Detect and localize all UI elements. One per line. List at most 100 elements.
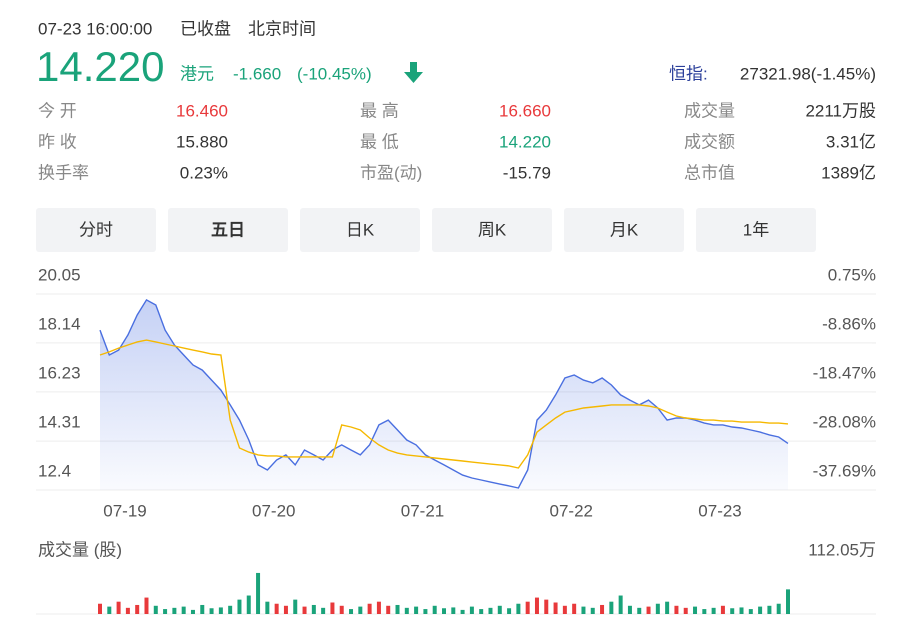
volume-bar bbox=[655, 603, 660, 614]
volume-bar bbox=[758, 606, 763, 614]
volume-bar bbox=[200, 604, 205, 614]
y-tick-label: 12.4 bbox=[38, 461, 71, 480]
volume-bar bbox=[293, 599, 298, 614]
index-label: 恒指: bbox=[669, 64, 708, 83]
y2-tick-label: -8.86% bbox=[822, 314, 876, 333]
x-tick-label: 07-21 bbox=[401, 501, 444, 520]
volume-bar bbox=[562, 605, 567, 614]
volume-bar bbox=[507, 608, 512, 614]
volume-bar bbox=[646, 606, 651, 614]
volume-bar bbox=[256, 572, 261, 614]
tab[interactable] bbox=[168, 208, 288, 252]
tab-label[interactable]: 1年 bbox=[743, 220, 769, 239]
volume-max-label: 112.05万 bbox=[808, 540, 876, 559]
volume-bar bbox=[274, 603, 279, 614]
volume-bar bbox=[107, 606, 112, 614]
tab-label[interactable]: 分时 bbox=[79, 220, 113, 239]
y-tick-label: 14.31 bbox=[38, 413, 81, 432]
stat-label: 今 开 bbox=[38, 101, 77, 120]
stat-value: 16.460 bbox=[176, 101, 228, 120]
volume-bar bbox=[776, 603, 781, 614]
volume-bar bbox=[730, 608, 735, 614]
volume-bar bbox=[218, 607, 223, 614]
stat-label: 最 高 bbox=[360, 101, 399, 120]
stat-value: 14.220 bbox=[499, 132, 551, 151]
y-tick-label: 20.05 bbox=[38, 265, 81, 284]
volume-bar bbox=[209, 608, 214, 614]
tab-label[interactable]: 周K bbox=[478, 220, 507, 239]
stat-value: 15.880 bbox=[176, 132, 228, 151]
volume-bar bbox=[330, 602, 335, 614]
timestamp: 07-23 16:00:00 bbox=[38, 19, 152, 38]
y2-tick-label: -37.69% bbox=[813, 461, 876, 480]
tab[interactable] bbox=[36, 208, 156, 252]
chart: 20.05 18.14 16.23 14.31 12.4 0.75% -8.86% -18.4… bbox=[36, 265, 876, 615]
tab[interactable] bbox=[564, 208, 684, 252]
volume-bar bbox=[367, 603, 372, 614]
tab-label[interactable]: 五日 bbox=[211, 220, 245, 239]
volume-bar bbox=[144, 597, 149, 614]
volume-bar bbox=[414, 606, 419, 614]
volume-bar bbox=[627, 605, 632, 614]
change-percent: (-10.45%) bbox=[297, 64, 372, 83]
volume-bar bbox=[767, 605, 772, 614]
volume-bar bbox=[609, 601, 614, 614]
currency: 港元 bbox=[180, 64, 214, 83]
stat-label: 换手率 bbox=[38, 163, 89, 182]
volume-bar bbox=[534, 597, 539, 614]
stat-label: 成交量 bbox=[684, 101, 735, 120]
volume-bar bbox=[376, 601, 381, 614]
price: 14.220 bbox=[36, 43, 164, 90]
volume-label: 成交量 (股) bbox=[38, 540, 122, 559]
tab[interactable] bbox=[300, 208, 420, 252]
volume-bar bbox=[488, 607, 493, 614]
tabs[interactable]: 分时 五日 日K 周K 月K 1年 bbox=[36, 208, 816, 252]
area bbox=[100, 299, 788, 490]
stat-label: 市盈(动) bbox=[360, 163, 422, 182]
volume-bar bbox=[786, 589, 790, 614]
volume-bar bbox=[228, 605, 233, 614]
volume-bar bbox=[553, 602, 558, 614]
volume-bar bbox=[395, 604, 400, 614]
volume-bar bbox=[386, 605, 391, 614]
tab-label[interactable]: 月K bbox=[610, 220, 639, 239]
stat-label: 昨 收 bbox=[38, 132, 77, 151]
volume-bar bbox=[116, 601, 121, 614]
y-tick-label: 16.23 bbox=[38, 363, 81, 382]
volume-bar bbox=[358, 606, 363, 614]
volume-bar bbox=[339, 605, 344, 614]
volume-bar bbox=[153, 605, 158, 614]
volume-bar bbox=[311, 604, 316, 614]
volume-bar bbox=[525, 601, 530, 614]
volume-bar bbox=[497, 605, 502, 614]
stat-value: -15.79 bbox=[503, 163, 551, 182]
volume-bar bbox=[442, 608, 446, 614]
stat-label: 最 低 bbox=[360, 132, 399, 151]
volume-bar bbox=[163, 609, 168, 614]
tab-label[interactable]: 日K bbox=[346, 220, 375, 239]
tab[interactable] bbox=[696, 208, 816, 252]
volume-bar bbox=[451, 607, 456, 614]
volume-bar bbox=[674, 605, 679, 614]
volume-bar bbox=[460, 609, 465, 614]
header: 07-23 16:00:00 已收盘 北京时间 14.220 港元 -1.660… bbox=[36, 19, 876, 90]
stat-label: 成交额 bbox=[684, 132, 735, 151]
volume-bar bbox=[544, 599, 549, 614]
stat-label: 总市值 bbox=[684, 163, 735, 182]
volume-bar bbox=[404, 607, 409, 614]
y2-tick-label: -18.47% bbox=[813, 363, 876, 382]
volume-bar bbox=[600, 604, 605, 614]
volume-bar bbox=[581, 606, 586, 614]
volume-bar bbox=[516, 603, 521, 614]
tab[interactable] bbox=[432, 208, 552, 252]
volume-bar bbox=[748, 609, 753, 614]
volume-bar bbox=[172, 607, 177, 614]
volume-bar bbox=[302, 606, 307, 614]
volume-bar bbox=[265, 601, 270, 614]
x-tick-label: 07-20 bbox=[252, 501, 295, 520]
stat-value: 2211万股 bbox=[805, 101, 876, 120]
volume-bar bbox=[702, 609, 707, 614]
x-tick-label: 07-19 bbox=[103, 501, 146, 520]
